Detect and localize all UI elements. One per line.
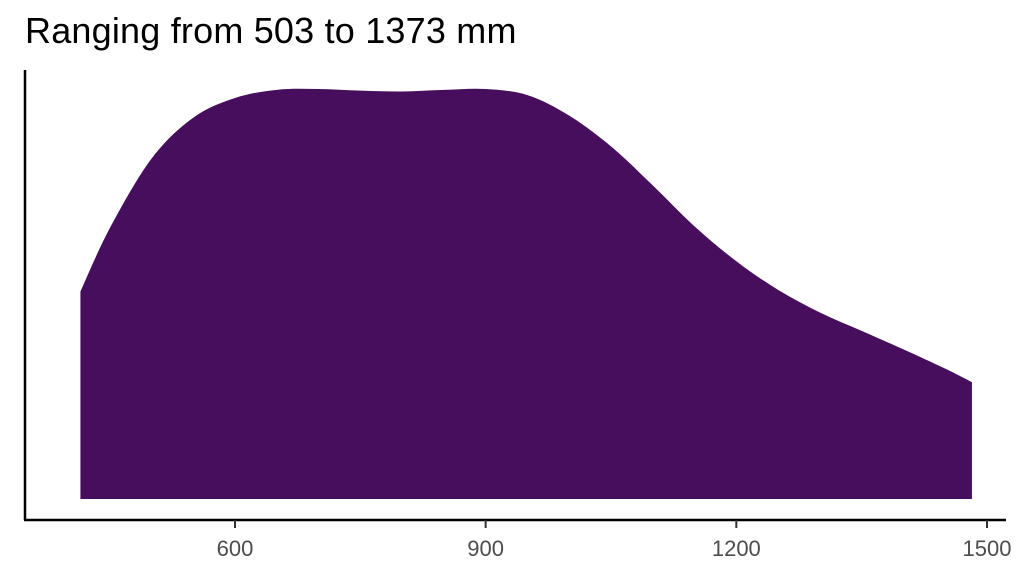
x-tick-label: 1500 xyxy=(963,536,1012,561)
x-ticks: 600 900 1200 1500 xyxy=(217,520,1012,561)
area-layer xyxy=(80,88,972,499)
density-area xyxy=(80,88,972,499)
x-tick-label: 1200 xyxy=(712,536,761,561)
x-tick-label: 900 xyxy=(467,536,504,561)
x-tick-label: 600 xyxy=(217,536,254,561)
chart-title: Ranging from 503 to 1373 mm xyxy=(25,10,517,51)
